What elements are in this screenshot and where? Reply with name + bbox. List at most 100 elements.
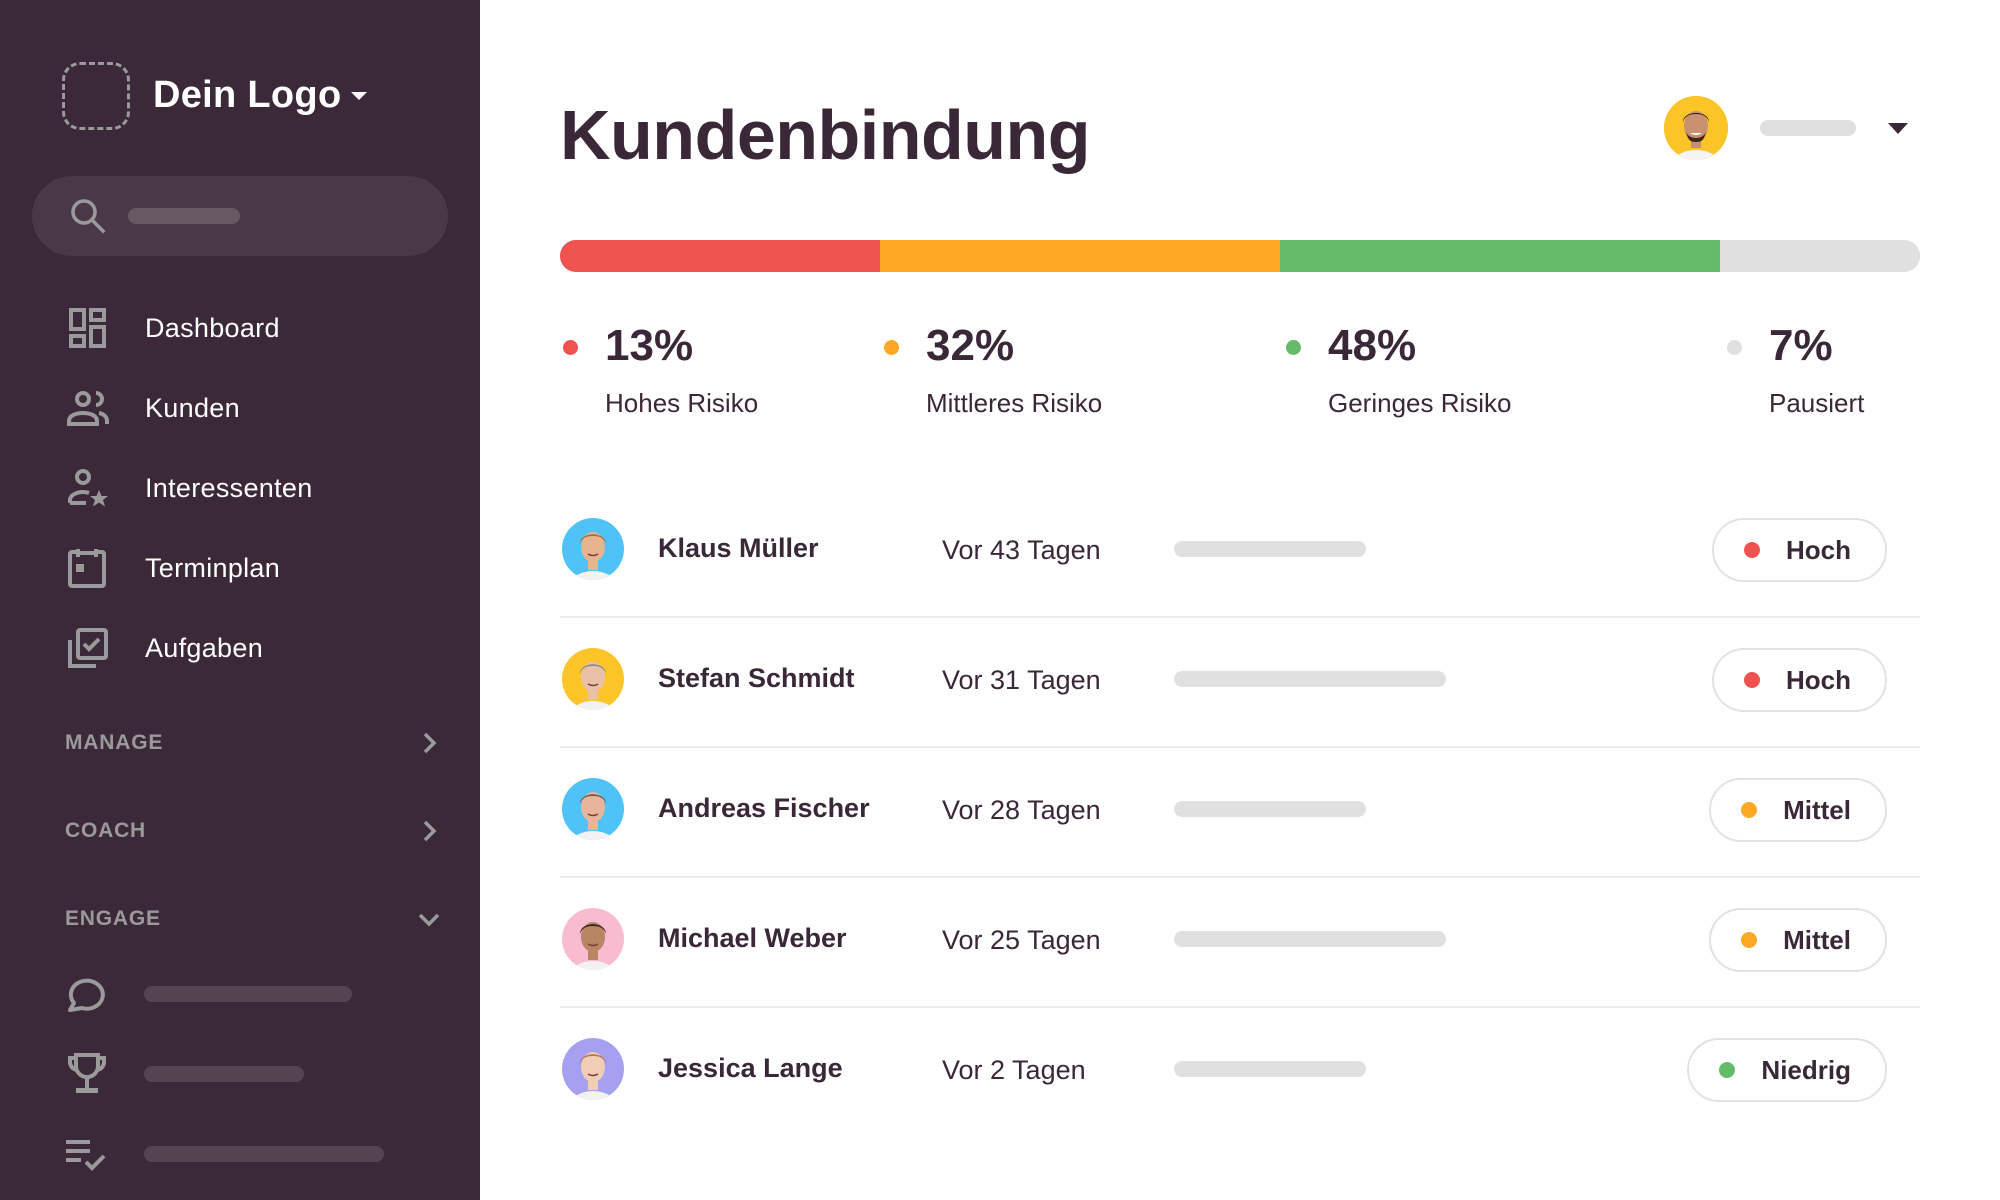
status-dot-icon: [1741, 932, 1758, 948]
engage-item-placeholder-bar: [144, 1146, 384, 1162]
sidebar-section-engage[interactable]: ENGAGE: [0, 894, 480, 944]
status-dot-icon: [1744, 672, 1760, 688]
customer-name: Stefan Schmidt: [658, 663, 855, 693]
sidebar-item-label: Kunden: [145, 393, 240, 423]
sidebar-item-label: Dashboard: [145, 313, 280, 343]
row-divider: [560, 1006, 1920, 1008]
placeholder-bar: [1174, 931, 1446, 947]
engage-item-placeholder-bar: [144, 986, 352, 1002]
last-contact: Vor 2 Tagen: [942, 1055, 1086, 1085]
avatar: [562, 908, 624, 970]
risk-label: Mittel: [1783, 925, 1851, 955]
risk-bar-segment-medium: [880, 240, 1280, 272]
section-label: ENGAGE: [65, 907, 161, 930]
sidebar-item-label: Terminplan: [145, 553, 281, 583]
placeholder-bar: [1174, 801, 1366, 817]
status-dot-icon: [1744, 542, 1760, 558]
stat-value: 13%: [605, 321, 694, 370]
risk-bar-segment-paused: [1720, 240, 1920, 272]
page-title: Kundenbindung: [560, 96, 1091, 174]
status-dot-icon: [884, 340, 899, 355]
logo-caret-down-icon[interactable]: [351, 92, 367, 100]
sidebar-item-label: Aufgaben: [145, 633, 264, 663]
search-icon: [71, 199, 106, 234]
person-star-icon: [68, 469, 108, 507]
last-contact: Vor 31 Tagen: [942, 665, 1101, 695]
user-photo-icon: [1664, 96, 1728, 160]
customer-row[interactable]: Klaus Müller Vor 43 Tagen Hoch: [560, 488, 1920, 618]
sidebar-section-manage[interactable]: MANAGE: [0, 718, 480, 768]
risk-label: Hoch: [1786, 665, 1851, 695]
logo-text[interactable]: Dein Logo: [153, 74, 342, 116]
trophy-icon: [67, 1053, 107, 1093]
sidebar-item-kunden[interactable]: Kunden: [0, 376, 480, 440]
stat-caption: Geringes Risiko: [1328, 388, 1512, 418]
sidebar-item-terminplan[interactable]: Terminplan: [0, 536, 480, 600]
customer-row[interactable]: Andreas Fischer Vor 28 Tagen Mittel: [560, 748, 1920, 878]
status-dot-icon: [1741, 802, 1758, 818]
last-contact: Vor 25 Tagen: [942, 925, 1101, 955]
caret-down-icon[interactable]: [1888, 123, 1908, 134]
engage-item-chat[interactable]: [0, 962, 480, 1022]
stat-caption: Mittleres Risiko: [926, 388, 1103, 418]
stat-caption: Pausiert: [1769, 388, 1865, 418]
user-avatar[interactable]: [1664, 96, 1728, 160]
risk-bar-segment-low: [1280, 240, 1720, 272]
row-divider: [560, 746, 1920, 748]
stat-value: 32%: [926, 321, 1015, 370]
risk-badge[interactable]: Mittel: [1709, 908, 1887, 972]
status-dot-icon: [1286, 340, 1301, 355]
customer-name: Andreas Fischer: [658, 793, 870, 823]
risk-badge[interactable]: Mittel: [1709, 778, 1887, 842]
risk-bar-segment-high: [560, 240, 880, 272]
calendar-icon: [68, 549, 106, 588]
customer-row[interactable]: Michael Weber Vor 25 Tagen Mittel: [560, 878, 1920, 1008]
risk-distribution-bar: [560, 240, 1920, 272]
sidebar: Dein Logo Dashboard Kunden: [0, 0, 480, 1200]
user-name-placeholder[interactable]: [1760, 120, 1856, 136]
sidebar-section-coach[interactable]: COACH: [0, 806, 480, 856]
row-divider: [560, 616, 1920, 618]
row-divider: [560, 876, 1920, 878]
avatar: [562, 778, 624, 840]
stat-value: 7%: [1769, 321, 1833, 370]
engage-item-checklist[interactable]: [0, 1122, 480, 1182]
chat-bubble-icon: [68, 978, 105, 1012]
customer-row[interactable]: Stefan Schmidt Vor 31 Tagen Hoch: [560, 618, 1920, 748]
people-icon: [67, 391, 109, 426]
placeholder-bar: [1174, 1061, 1366, 1077]
engage-item-trophy[interactable]: [0, 1042, 480, 1102]
stat-value: 48%: [1328, 321, 1417, 370]
checklist-icon: [66, 1140, 106, 1171]
logo-placeholder-icon[interactable]: [62, 62, 130, 130]
status-dot-icon: [563, 340, 578, 355]
search-placeholder-bar: [128, 208, 240, 224]
customer-row[interactable]: Jessica Lange Vor 2 Tagen Niedrig: [560, 1008, 1920, 1138]
sidebar-item-label: Interessenten: [145, 473, 313, 503]
chevron-down-icon: [418, 913, 440, 927]
risk-badge[interactable]: Hoch: [1712, 648, 1887, 712]
avatar: [562, 518, 624, 580]
task-check-icon: [68, 628, 108, 668]
status-dot-icon: [1719, 1062, 1736, 1078]
section-label: MANAGE: [65, 731, 164, 754]
customer-name: Michael Weber: [658, 923, 847, 953]
search-input[interactable]: [32, 176, 448, 256]
risk-label: Niedrig: [1761, 1055, 1851, 1085]
stat-caption: Hohes Risiko: [605, 388, 759, 418]
avatar: [562, 1038, 624, 1100]
risk-label: Hoch: [1786, 535, 1851, 565]
customer-name: Jessica Lange: [658, 1053, 843, 1083]
sidebar-item-aufgaben[interactable]: Aufgaben: [0, 616, 480, 680]
placeholder-bar: [1174, 671, 1446, 687]
risk-badge[interactable]: Niedrig: [1687, 1038, 1887, 1102]
status-dot-icon: [1727, 340, 1742, 355]
last-contact: Vor 43 Tagen: [942, 535, 1101, 565]
sidebar-item-dashboard[interactable]: Dashboard: [0, 296, 480, 360]
last-contact: Vor 28 Tagen: [942, 795, 1101, 825]
chevron-right-icon: [423, 732, 437, 754]
sidebar-item-interessenten[interactable]: Interessenten: [0, 456, 480, 520]
engage-item-placeholder-bar: [144, 1066, 304, 1082]
risk-badge[interactable]: Hoch: [1712, 518, 1887, 582]
risk-label: Mittel: [1783, 795, 1851, 825]
